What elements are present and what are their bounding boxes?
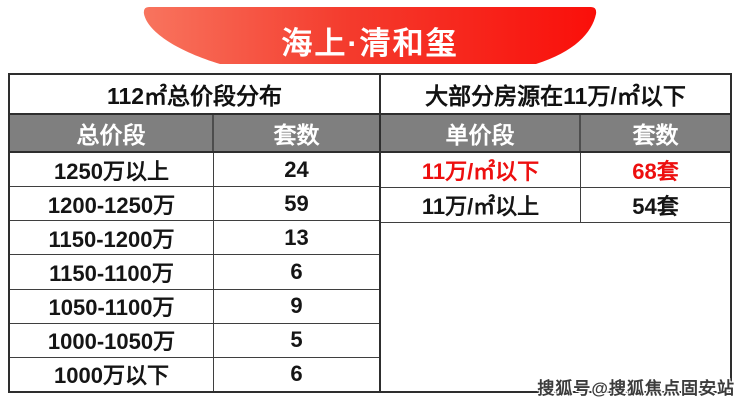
table-row: 1150-1200万 13: [10, 221, 379, 256]
merged-empty-cell: [381, 223, 730, 391]
ribbon-shape-graphic: [143, 7, 597, 64]
total-price-header-row: 总价段 套数: [10, 115, 379, 153]
table-row: 1050-1100万 9: [10, 289, 379, 324]
column-header-unit-count: 套数: [273, 122, 320, 148]
price-range-cell: 1200-1250万: [10, 187, 214, 221]
price-range-cell: 1000万以下: [10, 357, 214, 391]
table-row: 1000-1050万 5: [10, 323, 379, 358]
sohu-watermark: 搜狐号@搜狐焦点固安站: [537, 379, 735, 398]
unit-price-range-cell: 11万/㎡以下: [381, 153, 581, 187]
total-price-rows: 1250万以上 24 1200-1250万 59 1150-1200万 13 1…: [10, 153, 379, 391]
unit-count-cell: 24: [284, 156, 309, 182]
table-row: 1000万以下 6: [10, 357, 379, 391]
column-header-unit-count: 套数: [632, 122, 679, 148]
table-row: 1250万以上 24: [10, 153, 379, 188]
table-row: 1150-1100万 6: [10, 255, 379, 290]
unit-price-range-cell: 11万/㎡以上: [381, 188, 581, 222]
price-range-cell: 1050-1100万: [10, 289, 214, 323]
unit-count-cell: 59: [284, 190, 309, 216]
unit-count-cell: 68套: [632, 159, 679, 184]
price-range-cell: 1250万以上: [10, 153, 214, 187]
price-range-cell: 1150-1200万: [10, 221, 214, 255]
unit-price-table-title: 大部分房源在11万/㎡以下: [381, 75, 730, 115]
total-price-table-title: 112㎡总价段分布: [10, 75, 379, 115]
table-row: 1200-1250万 59: [10, 187, 379, 222]
table-row: 11万/㎡以上 54套: [381, 188, 730, 223]
unit-count-cell: 6: [290, 258, 303, 284]
unit-count-cell: 9: [290, 293, 303, 319]
price-range-cell: 1150-1100万: [10, 255, 214, 289]
column-header-price-range: 总价段: [10, 115, 214, 151]
unit-count-cell: 6: [290, 361, 303, 387]
unit-price-rows: 11万/㎡以下 68套 11万/㎡以上 54套: [381, 153, 730, 391]
price-tables: 112㎡总价段分布 总价段 套数 1250万以上 24 1200-1250万 5…: [8, 73, 732, 393]
table-row-highlighted: 11万/㎡以下 68套: [381, 153, 730, 188]
unit-price-table: 大部分房源在11万/㎡以下 单价段 套数 11万/㎡以下 68套 11万/㎡以上…: [381, 75, 730, 391]
column-header-unit-price-range: 单价段: [381, 115, 581, 151]
price-range-cell: 1000-1050万: [10, 323, 214, 357]
ribbon-banner: 海上·清和玺: [142, 7, 598, 66]
property-title: 海上·清和玺: [281, 26, 459, 61]
unit-price-header-row: 单价段 套数: [381, 115, 730, 153]
unit-count-cell: 5: [290, 327, 303, 353]
total-price-table: 112㎡总价段分布 总价段 套数 1250万以上 24 1200-1250万 5…: [10, 75, 381, 391]
unit-count-cell: 13: [284, 224, 309, 250]
unit-count-cell: 54套: [632, 194, 679, 219]
